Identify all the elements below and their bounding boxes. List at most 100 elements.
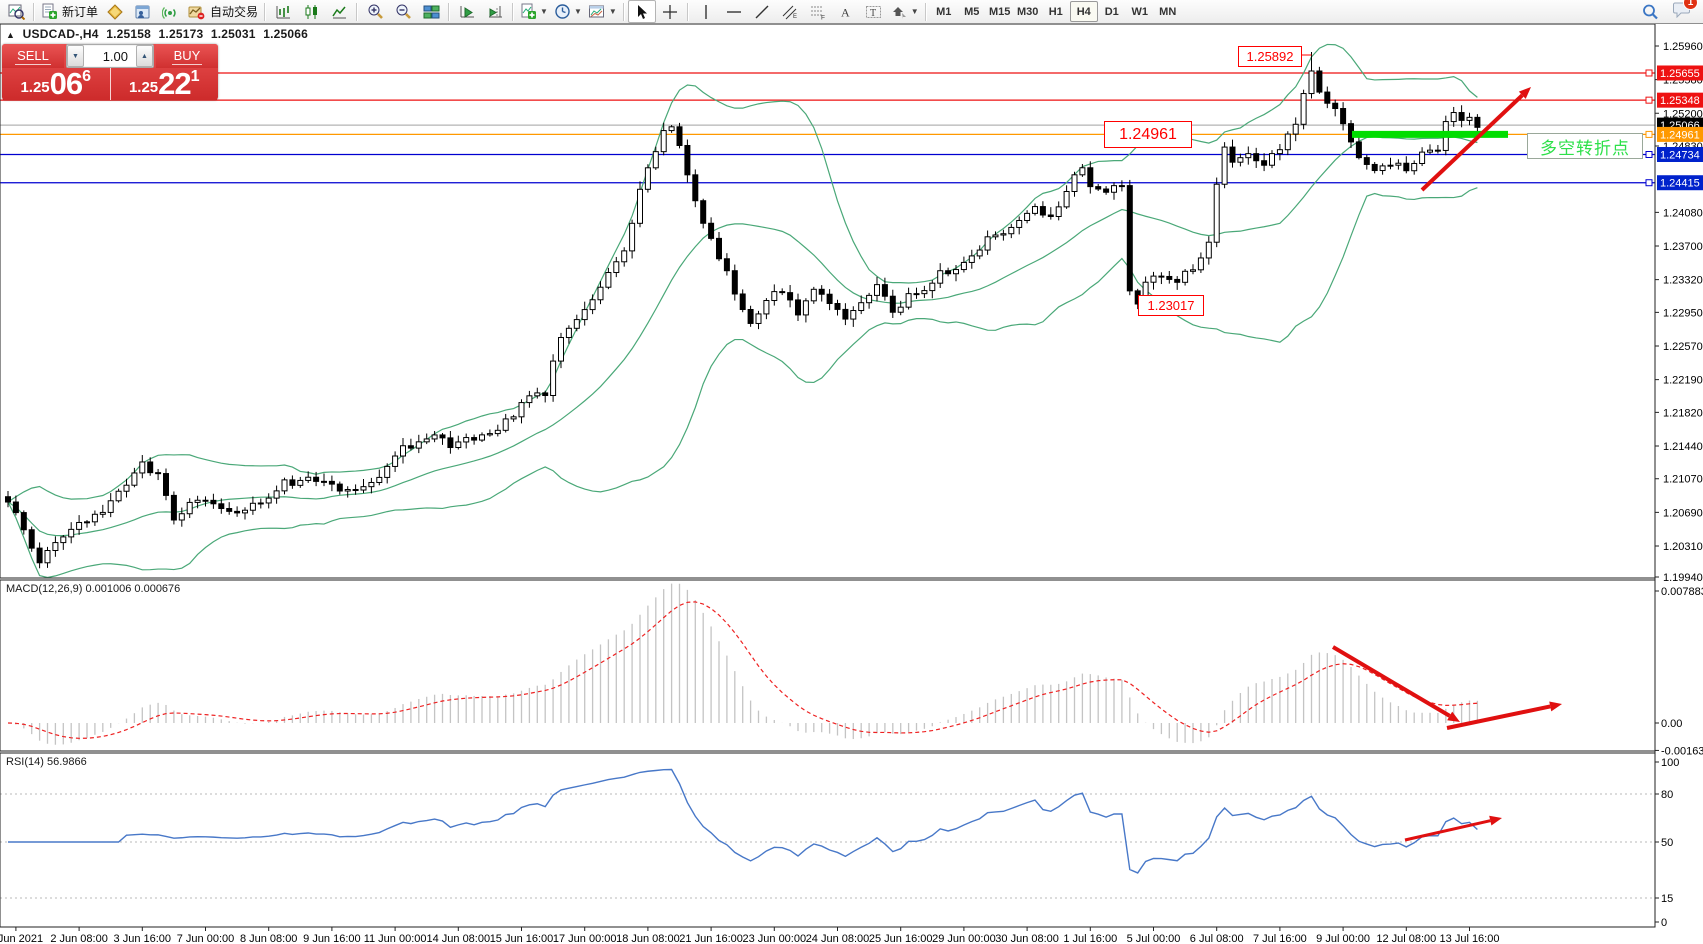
sell-price-big: 06 bbox=[49, 66, 83, 100]
annotation-turning-point[interactable]: 多空转折点 bbox=[1527, 133, 1643, 159]
annotation-high-1.25892[interactable]: 1.25892 bbox=[1238, 46, 1302, 67]
timeframe-group: M1 M5 M15 M30 H1 H4 D1 W1 MN bbox=[930, 1, 1182, 23]
tile-windows-button[interactable] bbox=[417, 0, 445, 23]
axis-label: 1.21070 bbox=[1663, 474, 1703, 486]
trendline-icon bbox=[755, 5, 769, 18]
volume-increase-button[interactable]: ▲ bbox=[136, 45, 153, 67]
symbol-ohlc-line: ▲ USDCAD-,H4 1.25158 1.25173 1.25031 1.2… bbox=[6, 27, 312, 41]
vertical-line-tool[interactable] bbox=[692, 0, 720, 23]
market-watch-chart-icon[interactable] bbox=[2, 0, 30, 23]
axis-label: 1.22950 bbox=[1663, 307, 1703, 319]
axis-label: 1.24734 bbox=[1660, 149, 1700, 161]
axis-label: 8 Jun 08:00 bbox=[240, 933, 298, 944]
timeframe-m1[interactable]: M1 bbox=[936, 5, 952, 18]
timeframe-h4[interactable]: H4 bbox=[1069, 1, 1098, 22]
axis-label: 21 Jun 16:00 bbox=[679, 933, 743, 944]
signals-button[interactable] bbox=[157, 0, 185, 23]
cursor-icon bbox=[638, 4, 648, 19]
market-watch-icon bbox=[107, 3, 123, 20]
buy-button[interactable]: BUY bbox=[156, 44, 218, 68]
axis-label: 50 bbox=[1661, 837, 1673, 849]
templates-icon bbox=[588, 5, 604, 17]
axis-label: 14 Jun 08:00 bbox=[426, 933, 490, 944]
annotation-mid-1.24961[interactable]: 1.24961 bbox=[1104, 121, 1192, 148]
bar-chart-button[interactable] bbox=[269, 0, 297, 23]
timeframe-h1[interactable]: H1 bbox=[1048, 5, 1063, 18]
axis-label: 25 Jun 16:00 bbox=[869, 933, 933, 944]
autotrading-label: 自动交易 bbox=[210, 5, 259, 19]
svg-text:T: T bbox=[870, 8, 876, 19]
axis-label: 1.23320 bbox=[1663, 275, 1703, 287]
trendline-tool[interactable] bbox=[748, 0, 776, 23]
timeframe-m5[interactable]: M5 bbox=[964, 5, 980, 18]
axis-label: 6 Jul 08:00 bbox=[1190, 933, 1244, 944]
sell-price[interactable]: 1.25 06 6 bbox=[2, 68, 111, 100]
tile-windows-icon bbox=[423, 5, 440, 18]
text-label-tool[interactable]: T bbox=[860, 0, 888, 23]
equidistant-channel-tool[interactable]: E bbox=[776, 0, 804, 23]
chart-shift-button[interactable] bbox=[481, 0, 509, 23]
fibonacci-tool[interactable]: F bbox=[804, 0, 832, 23]
text-tool[interactable]: A bbox=[832, 0, 860, 23]
data-window-button[interactable] bbox=[129, 0, 157, 23]
autotrading-button[interactable]: 自动交易 bbox=[185, 0, 261, 23]
axis-label: 15 Jun 16:00 bbox=[490, 933, 554, 944]
buy-price[interactable]: 1.25 22 1 bbox=[111, 68, 219, 100]
zoom-in-button[interactable] bbox=[361, 0, 389, 23]
buy-price-small: 1.25 bbox=[128, 79, 159, 96]
timeframe-mn[interactable]: MN bbox=[1159, 5, 1177, 18]
chart-shift-icon bbox=[488, 5, 502, 17]
macd-label: MACD(12,26,9) 0.001006 0.000676 bbox=[6, 583, 181, 595]
candlestick-chart-button[interactable] bbox=[297, 0, 325, 23]
auto-scroll-button[interactable] bbox=[453, 0, 481, 23]
axis-label: 1.21820 bbox=[1663, 407, 1703, 419]
signals-icon bbox=[162, 6, 176, 19]
line-chart-button[interactable] bbox=[325, 0, 353, 23]
search-button[interactable] bbox=[1636, 0, 1664, 23]
candlestick-chart-icon bbox=[305, 4, 317, 19]
indicators-button[interactable]: ▼ bbox=[517, 0, 551, 23]
timeframe-d1[interactable]: D1 bbox=[1104, 5, 1119, 18]
cursor-tool-button[interactable] bbox=[627, 0, 656, 23]
axis-label: 1.22190 bbox=[1663, 375, 1703, 387]
timeframes-menu-button[interactable]: ▼ bbox=[551, 0, 585, 23]
axis-label: 24 Jun 08:00 bbox=[806, 933, 870, 944]
timeframe-w1[interactable]: W1 bbox=[1131, 5, 1148, 18]
sell-button[interactable]: SELL bbox=[2, 44, 64, 68]
market-watch-button[interactable] bbox=[101, 0, 129, 23]
axis-label: 0.007883 bbox=[1661, 586, 1703, 598]
timeframe-m30[interactable]: M30 bbox=[1017, 5, 1039, 18]
volume-decrease-button[interactable]: ▼ bbox=[67, 45, 84, 67]
line-chart-icon bbox=[331, 6, 346, 18]
timeframes-caret: ▼ bbox=[573, 7, 582, 16]
horizontal-line-tool[interactable] bbox=[720, 0, 748, 23]
ohlc-low: 1.25031 bbox=[210, 27, 256, 41]
axis-label: 1 Jul 16:00 bbox=[1063, 933, 1117, 944]
toolbar-separator bbox=[622, 2, 625, 21]
svg-text:A: A bbox=[841, 5, 850, 19]
volume-input[interactable] bbox=[84, 46, 136, 66]
toolbar-separator bbox=[33, 2, 35, 21]
zoom-out-icon bbox=[396, 4, 411, 19]
toolbar-separator bbox=[264, 2, 267, 21]
templates-button[interactable]: ▼ bbox=[585, 0, 620, 23]
zoom-out-button[interactable] bbox=[389, 0, 417, 23]
crosshair-tool-button[interactable] bbox=[656, 0, 684, 23]
toolbar-separator bbox=[686, 2, 689, 21]
new-order-button[interactable]: 新订单 bbox=[38, 0, 101, 23]
timeframe-m15[interactable]: M15 bbox=[989, 5, 1011, 18]
toolbar-separator bbox=[448, 2, 451, 21]
collapse-triangle-icon[interactable]: ▲ bbox=[6, 30, 16, 40]
rsi-label: RSI(14) 56.9866 bbox=[6, 756, 87, 768]
annotation-low-1.23017[interactable]: 1.23017 bbox=[1138, 295, 1204, 316]
notifications-button[interactable]: 1 bbox=[1672, 0, 1698, 23]
arrows-shapes-icon bbox=[892, 6, 906, 19]
ohlc-open: 1.25158 bbox=[106, 27, 151, 41]
arrows-tool[interactable]: ▼ bbox=[888, 0, 922, 23]
new-order-label: 新订单 bbox=[62, 5, 99, 19]
text-label-icon: T bbox=[866, 5, 882, 19]
axis-label: 1.24080 bbox=[1663, 207, 1703, 219]
axis-label: 0 bbox=[1661, 917, 1667, 929]
